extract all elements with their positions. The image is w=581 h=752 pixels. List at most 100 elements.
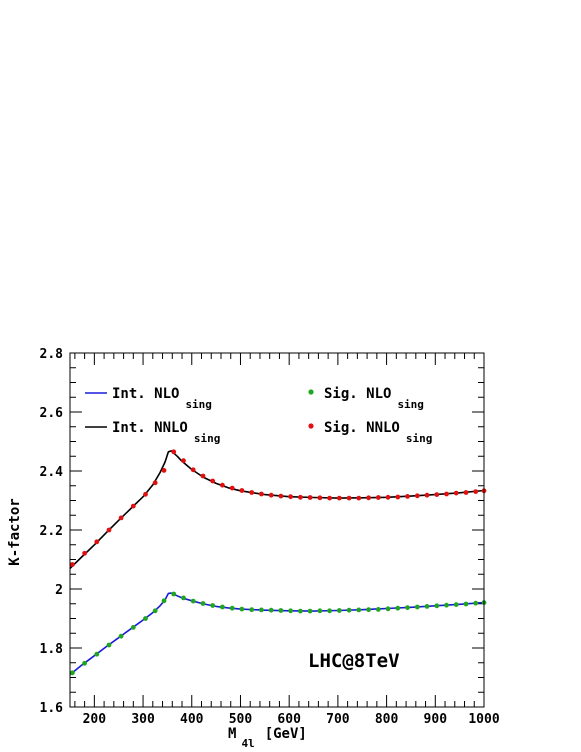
- legend-entry-int-nnlo: Int. NNLO sing: [112, 419, 220, 445]
- series-point: [152, 608, 158, 614]
- series-point: [171, 591, 177, 597]
- series-point: [130, 625, 136, 630]
- x-tick-label: 500: [229, 712, 253, 727]
- series-point: [94, 651, 100, 657]
- y-tick-label: 1.6: [40, 701, 64, 716]
- x-axis-label: M 4l [GeV]: [228, 725, 307, 751]
- series-point: [336, 495, 342, 501]
- y-tick-label: 1.8: [40, 642, 64, 657]
- series-point: [473, 489, 479, 494]
- series-layer: [69, 449, 487, 676]
- series-point: [375, 495, 381, 500]
- y-tick-label: 2.8: [40, 347, 64, 362]
- series-point: [210, 603, 216, 608]
- legend-swatch-sig-nnlo: [308, 423, 314, 429]
- series-line: [69, 592, 485, 676]
- x-tick-label: 300: [131, 712, 155, 727]
- series-point: [94, 539, 100, 545]
- series-point: [414, 493, 420, 499]
- series-point: [414, 604, 420, 610]
- series-point: [307, 495, 313, 500]
- series-point: [405, 494, 410, 499]
- x-tick-label: 800: [375, 712, 399, 727]
- series-line: [69, 450, 485, 569]
- series-point: [118, 633, 124, 639]
- series-point: [268, 492, 274, 498]
- series-point: [278, 493, 284, 499]
- series-point: [259, 607, 264, 613]
- series-point: [106, 642, 112, 648]
- legend: Int. NLO sing Int. NNLO sing Sig. NLO si…: [85, 385, 432, 445]
- series-point: [278, 608, 284, 613]
- series-point: [327, 608, 332, 614]
- series-point: [143, 491, 148, 497]
- tick-labels: 200 300 400 500 600 700 800 900 1000 1.6 1.8 2 2.2 2.…: [40, 347, 500, 727]
- series-point: [106, 527, 112, 533]
- series-point: [405, 605, 410, 610]
- x-tick-label: 600: [277, 712, 301, 727]
- series-point: [220, 482, 225, 488]
- series-point: [161, 468, 167, 473]
- series-point: [385, 606, 391, 612]
- series-point: [268, 607, 274, 613]
- y-axis-label: K-factor: [7, 498, 23, 565]
- series-point: [336, 608, 342, 613]
- series-point: [288, 494, 293, 500]
- y-tick-label: 2.4: [40, 465, 64, 480]
- legend-entry-int-nlo: Int. NLO sing: [112, 385, 212, 411]
- series-point: [181, 458, 186, 464]
- series-point: [307, 608, 313, 614]
- series-point: [453, 490, 459, 496]
- y-tick-label: 2.6: [40, 406, 64, 421]
- series-point: [143, 616, 148, 621]
- series-point: [161, 598, 167, 604]
- series-point: [444, 602, 449, 608]
- series-point: [375, 607, 381, 612]
- x-tick-label: 200: [83, 712, 107, 727]
- series-point: [190, 467, 196, 473]
- series-point: [298, 494, 303, 500]
- series-point: [434, 603, 440, 609]
- x-tick-label: 900: [424, 712, 448, 727]
- series-point: [463, 490, 469, 495]
- series-point: [424, 492, 430, 498]
- legend-entry-sig-nlo: Sig. NLO sing: [324, 385, 424, 411]
- series-point: [366, 495, 371, 501]
- series-point: [444, 491, 449, 497]
- series-point: [356, 495, 362, 501]
- series-point: [356, 607, 362, 613]
- series-point: [200, 473, 206, 479]
- series-point: [200, 601, 206, 606]
- series-point: [259, 491, 264, 497]
- series-point: [171, 449, 177, 455]
- legend-swatch-sig-nlo: [308, 389, 314, 395]
- series-point: [190, 598, 196, 604]
- plot-frame: [69, 352, 485, 708]
- series-point: [434, 492, 440, 497]
- series-point: [118, 515, 124, 521]
- series-point: [152, 480, 158, 486]
- series-point: [70, 562, 75, 567]
- series-point: [220, 604, 225, 610]
- series-point: [82, 660, 87, 666]
- series-point: [239, 606, 245, 612]
- series-point: [249, 607, 255, 613]
- series-point: [70, 670, 75, 676]
- series-point: [395, 494, 401, 500]
- series-point: [424, 604, 430, 609]
- series-point: [346, 495, 352, 501]
- series-point: [130, 503, 136, 509]
- series-point: [317, 495, 323, 501]
- series-point: [395, 605, 401, 611]
- series-point: [210, 478, 216, 484]
- series-point: [298, 608, 303, 614]
- y-tick-label: 2.2: [40, 524, 63, 539]
- y-tick-label: 2: [55, 583, 63, 598]
- x-tick-label: 400: [180, 712, 204, 727]
- series-point: [181, 595, 186, 601]
- series-point: [82, 550, 87, 556]
- energy-annotation: LHC@8TeV: [308, 650, 400, 672]
- series-point: [385, 494, 391, 500]
- series-point: [288, 608, 293, 614]
